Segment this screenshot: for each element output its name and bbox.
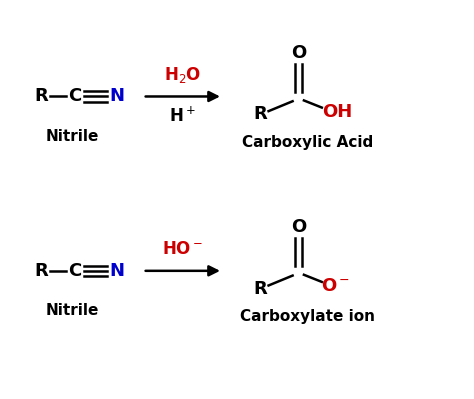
Text: H$^+$: H$^+$ (169, 107, 196, 126)
Text: O: O (291, 218, 306, 236)
Text: R: R (254, 280, 267, 298)
Text: C: C (68, 262, 81, 280)
Text: C: C (68, 87, 81, 105)
Text: H$_2$O: H$_2$O (164, 65, 201, 85)
Text: N: N (109, 87, 124, 105)
Text: O: O (291, 44, 306, 62)
Text: R: R (254, 105, 267, 123)
Text: R: R (35, 87, 48, 105)
Text: OH: OH (322, 103, 353, 120)
Text: Carboxylic Acid: Carboxylic Acid (242, 134, 374, 150)
Text: O$^-$: O$^-$ (321, 277, 351, 295)
Text: HO$^-$: HO$^-$ (162, 240, 203, 258)
Text: R: R (35, 262, 48, 280)
Text: N: N (109, 262, 124, 280)
Text: Nitrile: Nitrile (46, 303, 99, 318)
Text: Carboxylate ion: Carboxylate ion (240, 309, 375, 324)
Text: Nitrile: Nitrile (46, 128, 99, 144)
